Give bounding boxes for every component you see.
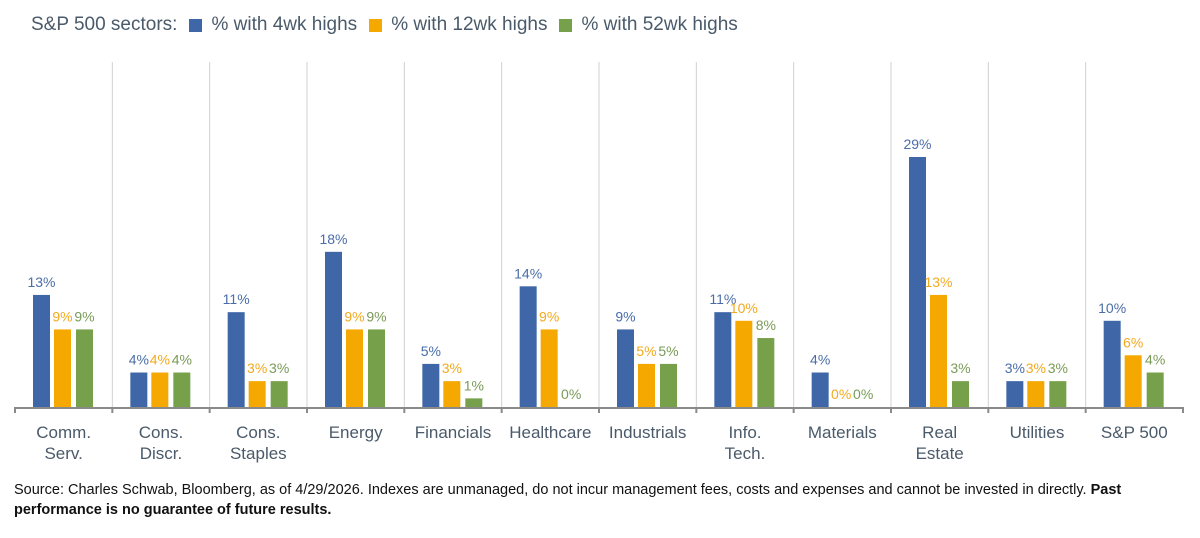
bar-2-9: [952, 381, 969, 407]
bar-0-6: [617, 329, 634, 407]
bar-1-0: [54, 329, 71, 407]
category-label: Financials: [415, 423, 492, 442]
bar-0-0: [33, 294, 50, 407]
category-label: Info. Tech.: [725, 423, 766, 463]
bar-1-6: [638, 363, 655, 407]
bar-0-8: [811, 372, 829, 407]
data-label: 3%: [1026, 360, 1046, 376]
bar-1-5: [540, 329, 558, 407]
data-label: 14%: [514, 265, 542, 281]
bar-1-2: [248, 381, 266, 407]
legend-item-12wk: % with 12wk highs: [369, 14, 547, 36]
category-label: Real Estate: [916, 423, 964, 463]
category-label: Cons. Staples: [230, 423, 287, 463]
bar-2-6: [660, 363, 677, 407]
bar-2-7: [757, 338, 775, 407]
category-label: Energy: [329, 423, 383, 442]
bar-0-1: [130, 372, 148, 407]
bar-1-4: [443, 381, 461, 407]
data-label: 8%: [756, 317, 776, 333]
data-label: 1%: [464, 377, 484, 393]
data-label: 4%: [810, 352, 830, 368]
data-label: 10%: [1098, 300, 1126, 316]
source-text: Source: Charles Schwab, Bloomberg, as of…: [14, 482, 1087, 498]
data-label: 29%: [903, 136, 931, 152]
data-label: 5%: [636, 343, 656, 359]
data-label: 9%: [344, 308, 364, 324]
data-label: 4%: [129, 352, 149, 368]
bar-0-3: [325, 251, 342, 407]
bar-1-3: [346, 329, 363, 407]
bar-chart: 13% 4% 11% 18% 5% 14% 9% 11% 4% 29% 3% 10% 9% 4% 3% 9% 3…: [14, 62, 1184, 463]
source-note: Source: Charles Schwab, Bloomberg, as of…: [14, 480, 1164, 520]
category-label: Utilities: [1010, 423, 1065, 442]
legend-swatch-52wk: [559, 18, 573, 32]
bar-2-11: [1146, 372, 1164, 407]
data-label: 4%: [172, 352, 192, 368]
legend-item-52wk: % with 52wk highs: [559, 14, 738, 36]
legend: S&P 500 sectors: % with 4wk highs % with…: [31, 14, 738, 36]
data-label: 3%: [1005, 360, 1025, 376]
data-label: 3%: [442, 360, 462, 376]
bar-0-11: [1103, 320, 1121, 407]
bar-2-0: [76, 329, 93, 407]
bar-0-4: [422, 363, 440, 407]
bar-2-3: [368, 329, 385, 407]
category-label: Healthcare: [509, 423, 591, 442]
data-label: 0%: [853, 386, 873, 402]
legend-label-4wk: % with 4wk highs: [211, 14, 358, 35]
data-label: 10%: [730, 300, 758, 316]
data-label: 9%: [74, 308, 94, 324]
bar-0-5: [519, 286, 537, 407]
category-label: Cons. Discr.: [139, 423, 183, 463]
data-label: 3%: [269, 360, 289, 376]
data-label: 0%: [561, 386, 581, 402]
category-label: S&P 500: [1101, 423, 1168, 442]
bar-0-2: [227, 312, 245, 407]
data-label: 9%: [615, 308, 635, 324]
data-label: 13%: [924, 274, 952, 290]
data-label: 18%: [319, 231, 347, 247]
data-label: 3%: [1048, 360, 1068, 376]
data-label: 11%: [223, 291, 250, 307]
legend-swatch-4wk: [189, 18, 203, 32]
data-label: 13%: [27, 274, 55, 290]
legend-title: S&P 500 sectors:: [31, 14, 178, 35]
data-label: 3%: [247, 360, 267, 376]
bar-2-10: [1049, 381, 1067, 407]
category-label: Comm. Serv.: [36, 423, 91, 463]
bar-2-4: [465, 398, 483, 407]
data-label: 6%: [1123, 334, 1143, 350]
bar-0-7: [714, 312, 732, 407]
bar-1-7: [735, 320, 753, 407]
bar-2-2: [270, 381, 288, 407]
bar-1-10: [1027, 381, 1045, 407]
data-label: 4%: [1145, 352, 1165, 368]
data-label: 4%: [150, 352, 170, 368]
category-label: Industrials: [609, 423, 686, 442]
bar-1-11: [1124, 355, 1142, 407]
data-label: 3%: [950, 360, 970, 376]
legend-label-52wk: % with 52wk highs: [581, 14, 738, 35]
bar-0-9: [909, 157, 926, 407]
data-label: 11%: [709, 291, 736, 307]
data-label: 5%: [421, 343, 441, 359]
legend-item-4wk: % with 4wk highs: [189, 14, 357, 36]
legend-swatch-12wk: [369, 18, 383, 32]
data-label: 9%: [366, 308, 386, 324]
bar-2-1: [173, 372, 191, 407]
bar-1-1: [151, 372, 169, 407]
data-label: 5%: [658, 343, 678, 359]
bar-1-9: [930, 294, 947, 407]
data-label: 9%: [539, 308, 559, 324]
bar-0-10: [1006, 381, 1024, 407]
category-label: Materials: [808, 423, 877, 442]
data-label: 0%: [831, 386, 851, 402]
legend-label-12wk: % with 12wk highs: [391, 14, 548, 35]
data-label: 9%: [52, 308, 72, 324]
disclaimer-text: Past performance is no guarantee of futu…: [14, 482, 1122, 518]
